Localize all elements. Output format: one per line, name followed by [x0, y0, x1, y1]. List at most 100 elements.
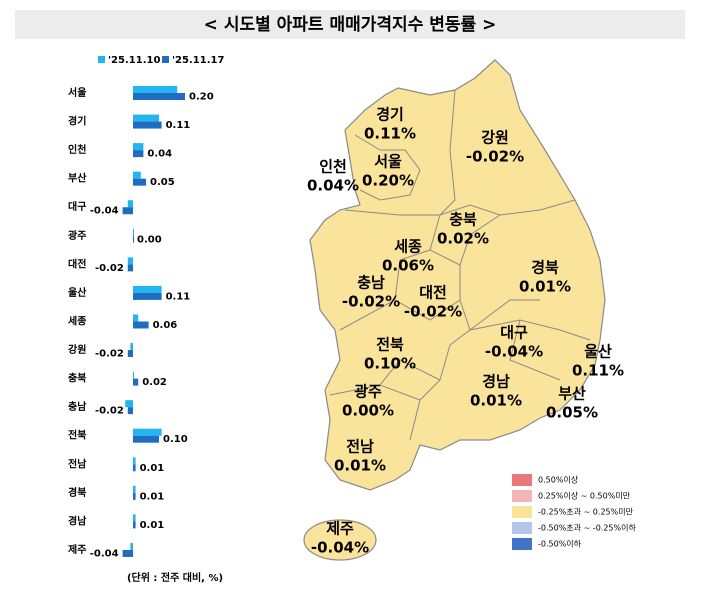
bar [133, 86, 178, 93]
data-label: -0.02 [95, 263, 124, 274]
legend-swatch [512, 474, 532, 486]
legend-label: -0.50%초과 ~ -0.25%이하 [538, 523, 636, 533]
map [303, 59, 606, 561]
data-label: 0.20 [189, 92, 214, 103]
region-name: 대구 [500, 324, 528, 342]
region-value: 0.04% [307, 177, 359, 195]
y-tick-label: 세종 [68, 314, 86, 327]
region-value: -0.02% [466, 148, 524, 166]
legend-label: 0.50%이상 [538, 475, 579, 485]
region-name: 서울 [374, 153, 402, 171]
region-value: 0.01% [470, 392, 522, 410]
legend-swatch [512, 490, 532, 502]
data-label: 0.01 [140, 463, 165, 474]
bar [133, 371, 134, 379]
bar [133, 121, 162, 129]
y-tick-label: 대구 [68, 200, 86, 213]
region-value: -0.04% [485, 343, 543, 361]
data-label: 0.04 [147, 149, 172, 160]
region-name: 부산 [558, 385, 586, 403]
y-tick-label: 강원 [68, 343, 86, 356]
bar [133, 314, 139, 322]
y-tick-label: 경기 [68, 115, 86, 128]
data-label: 0.10 [163, 434, 188, 445]
region-name: 울산 [584, 343, 612, 361]
bar [133, 464, 136, 472]
region-value: -0.02% [404, 303, 462, 321]
bar [133, 178, 146, 186]
data-label: 0.01 [140, 520, 165, 531]
region-name: 강원 [481, 129, 509, 147]
data-label: 0.11 [166, 291, 191, 302]
legend-swatch [512, 538, 532, 550]
bar [133, 435, 159, 443]
data-label: 0.06 [153, 320, 178, 331]
y-tick-label: 경남 [68, 514, 87, 527]
data-label: 0.11 [166, 120, 191, 131]
y-tick-label: 서울 [68, 86, 86, 99]
bar [125, 400, 133, 408]
bar [133, 114, 159, 122]
bar [133, 485, 136, 493]
bar [133, 143, 144, 151]
bar [133, 378, 139, 386]
bar [122, 207, 133, 215]
region-name: 경북 [531, 259, 559, 277]
bar [130, 542, 133, 550]
y-tick-label: 충북 [68, 372, 86, 385]
y-tick-label: 제주 [68, 543, 86, 556]
y-tick-label: 경북 [68, 486, 86, 499]
bar [133, 428, 162, 436]
region-name: 경기 [376, 106, 404, 124]
jeju-island [303, 519, 377, 561]
legend-label: -0.25%초과 ~ 0.25%미만 [538, 508, 634, 517]
bar [133, 492, 136, 500]
region-name: 인천 [319, 158, 347, 176]
bar [133, 457, 136, 465]
region-value: 0.00% [342, 402, 394, 420]
region-name: 경남 [482, 373, 510, 391]
region-name: 대전 [419, 284, 447, 302]
region-name: 충남 [357, 274, 385, 292]
region-value: 0.01% [519, 278, 571, 296]
bar [133, 228, 134, 236]
bar [133, 514, 136, 522]
region-value: 0.02% [437, 230, 489, 248]
data-label: -0.02 [95, 406, 124, 417]
data-label: -0.04 [90, 548, 119, 559]
bar [133, 521, 136, 529]
region-value: 0.10% [364, 355, 416, 373]
bar [133, 292, 162, 300]
mainland [309, 59, 606, 491]
legend-label: 0.25%이상 ~ 0.50%미만 [538, 491, 631, 501]
y-tick-label: 인천 [68, 143, 86, 156]
bar [133, 285, 162, 293]
bar [122, 549, 133, 557]
data-label: -0.02 [95, 349, 124, 360]
bar [127, 200, 133, 208]
legend-swatch [162, 56, 169, 63]
data-label: -0.04 [90, 206, 119, 217]
y-tick-label: 대전 [68, 257, 86, 270]
y-tick-label: 울산 [68, 286, 87, 299]
bar [133, 321, 149, 329]
bar [133, 171, 141, 179]
region-value: 0.01% [334, 457, 386, 475]
bar [133, 93, 185, 100]
bar [127, 407, 133, 415]
region-name: 전북 [376, 336, 404, 354]
y-tick-label: 전북 [68, 429, 86, 442]
legend-label: -0.50%이하 [538, 539, 582, 549]
region-value: 0.06% [382, 257, 434, 275]
title-bar [15, 10, 685, 39]
title: < 시도별 아파트 매매가격지수 변동률 > [204, 15, 497, 35]
y-tick-label: 충남 [68, 400, 87, 413]
region-value: 0.20% [362, 172, 414, 190]
region-value: -0.04% [311, 539, 369, 557]
data-label: 0.05 [150, 177, 175, 188]
borders [354, 134, 421, 201]
data-label: 0.00 [137, 234, 162, 245]
region-value: 0.11% [572, 362, 624, 380]
region-value: 0.11% [364, 125, 416, 143]
legend-swatch [98, 56, 105, 63]
